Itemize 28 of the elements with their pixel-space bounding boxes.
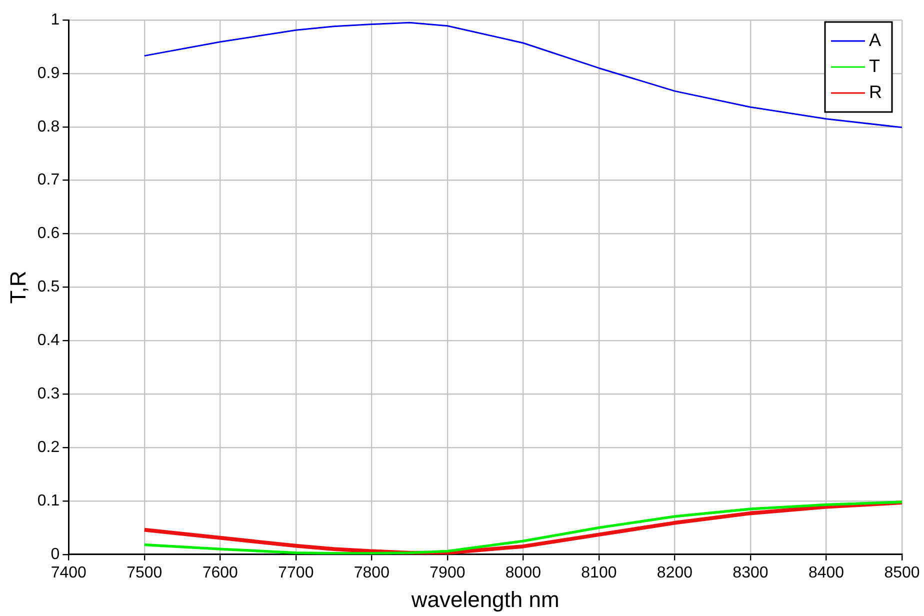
- legend-label: T: [869, 56, 880, 76]
- x-axis-title: wavelength nm: [410, 586, 560, 612]
- x-tick-label: 8000: [505, 564, 542, 582]
- x-tick-label: 7900: [430, 564, 466, 582]
- legend-label: A: [869, 30, 882, 50]
- y-tick-label: 0.5: [37, 278, 60, 296]
- y-tick-label: 0: [50, 546, 60, 563]
- x-tick-label: 8300: [732, 564, 768, 582]
- x-tick-label: 8200: [656, 564, 693, 582]
- y-tick-label: 0.6: [37, 225, 60, 242]
- legend-label: R: [869, 82, 882, 102]
- y-tick-label: 0.3: [37, 385, 60, 402]
- y-tick-label: 1: [50, 11, 60, 28]
- y-tick-label: 0.1: [37, 492, 60, 510]
- x-tick-label: 8500: [884, 564, 920, 582]
- x-tick-label: 7600: [202, 564, 238, 582]
- x-tick-label: 7800: [354, 564, 390, 582]
- y-tick-label: 0.7: [37, 172, 60, 189]
- x-tick-label: 8400: [808, 564, 844, 582]
- y-tick-label: 0.9: [37, 64, 60, 82]
- y-tick-label: 0.8: [37, 118, 60, 136]
- x-tick-label: 7500: [126, 564, 162, 582]
- y-tick-label: 0.2: [37, 438, 60, 456]
- y-axis-title: T,R: [5, 270, 30, 304]
- x-tick-label: 7400: [50, 564, 87, 582]
- x-tick-label: 7700: [278, 564, 314, 582]
- y-tick-label: 0.4: [37, 332, 60, 350]
- x-tick-label: 8100: [581, 564, 617, 582]
